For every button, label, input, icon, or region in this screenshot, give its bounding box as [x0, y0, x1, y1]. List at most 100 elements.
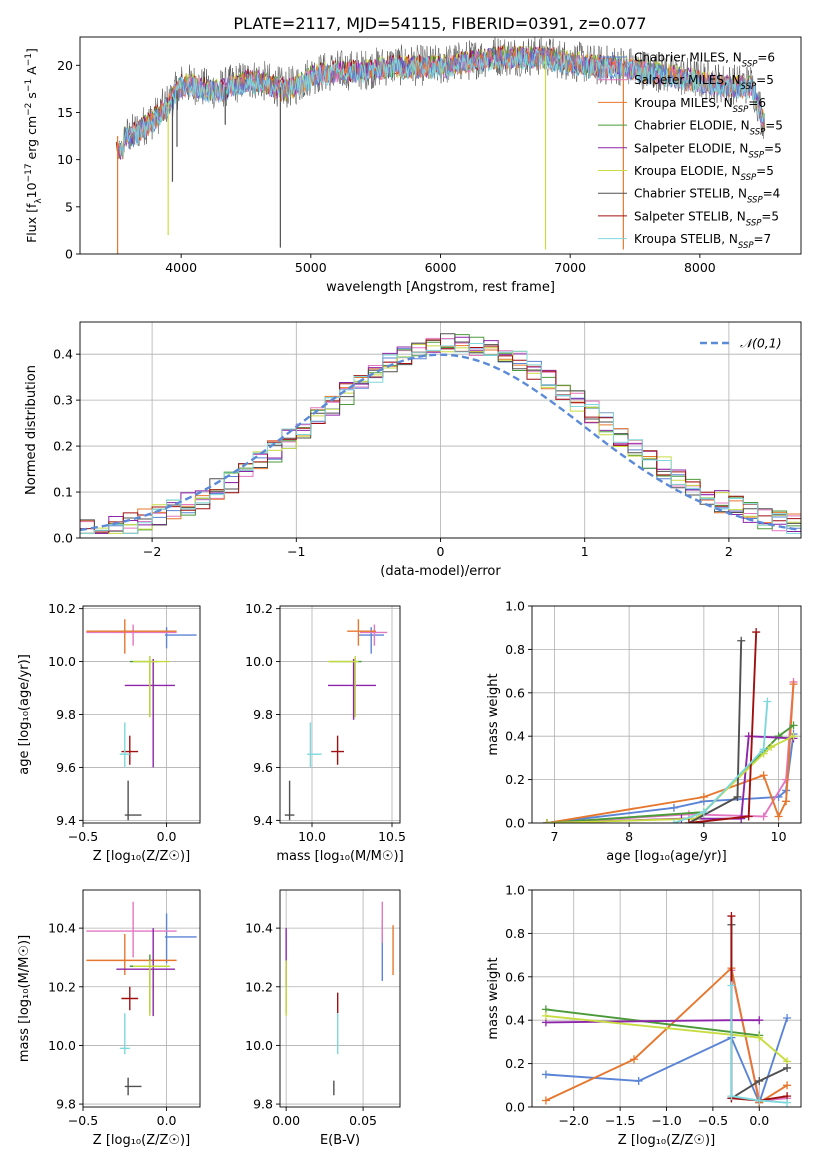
y-tick-label: 0.2: [53, 439, 73, 454]
weight-point-kroupa_stelib: [727, 981, 736, 990]
weight-point-kroupa_miles: [783, 1081, 792, 1090]
weight-point-kroupa_stelib: [699, 808, 708, 817]
x-tick-label: 9: [700, 829, 708, 844]
weight-point-kroupa_stelib: [755, 1096, 764, 1105]
weight-point-salpeter_stelib: [684, 819, 693, 823]
legend-label-part: Salpeter MILES, N: [634, 73, 741, 87]
y-axis-label-part: 10: [24, 182, 39, 198]
y-axis-label: Flux [fλ10−17 erg cm−2 s−1 A−1]: [24, 48, 44, 243]
age_vs_mass-panel: 10.0 10.5 9.4 9.6 9.8 10.0 10.2 mass [log₁₀(M/M…: [245, 601, 406, 864]
histogram-kroupa_stelib: [80, 343, 801, 534]
y-tick-label: 5: [65, 199, 73, 214]
x-tick-label: 7: [550, 829, 558, 844]
y-tick-label: 10.0: [245, 1038, 273, 1053]
x-tick-label: 10: [771, 829, 787, 844]
y-tick-label: 0.8: [505, 642, 525, 657]
x-tick-label: 2: [725, 544, 733, 559]
legend-label-sub: SSP: [742, 60, 758, 70]
x-axis-label: Z [log₁₀(Z/Z☉)]: [618, 1133, 715, 1148]
y-axis-label: age [log₁₀(age/yr)]: [17, 654, 32, 775]
weight-point-kroupa_miles: [630, 1055, 639, 1064]
weight-point-chabrier_elodie: [789, 721, 798, 730]
legend-label: Chabrier MILES, NSSP=6: [634, 51, 775, 70]
x-tick-label: 0: [437, 544, 445, 559]
weight-line-kroupa_stelib: [673, 701, 769, 823]
y-tick-label: 10: [57, 152, 73, 167]
legend-label-part: =6: [757, 51, 775, 65]
axes-frame: [82, 889, 201, 1108]
legend-label-part: =5: [764, 141, 782, 155]
y-tick-label: 0.6: [505, 969, 525, 984]
y-tick-label: 9.8: [56, 1097, 76, 1112]
y-tick-label: 10.4: [48, 921, 76, 936]
y-tick-label: 10.0: [48, 1038, 76, 1053]
legend-label-sub: SSP: [741, 82, 757, 92]
x-tick-label: −1: [287, 544, 305, 559]
weight-point-kroupa_elodie: [767, 743, 776, 752]
weight-point-salpeter_stelib: [727, 912, 736, 921]
y-tick-label: 0.4: [505, 729, 525, 744]
x-tick-label: 0.0: [157, 829, 177, 844]
legend-label-part: Salpeter ELODIE, N: [634, 141, 748, 155]
legend-label-part: Chabrier MILES, N: [634, 51, 742, 65]
y-tick-label: 10.0: [48, 654, 76, 669]
y-tick-label: 0.8: [505, 926, 525, 941]
x-axis-label: E(B-V): [320, 1133, 360, 1148]
legend-label-part: Kroupa ELODIE, N: [634, 164, 741, 178]
legend-label-gaussian: 𝒩(0,1): [740, 336, 782, 351]
x-tick-label: 10.0: [298, 829, 326, 844]
x-tick-label: −0.5: [698, 1113, 728, 1128]
x-axis-label: (data-model)/error: [380, 564, 501, 579]
weight-point-chabrier_stelib: [737, 636, 746, 645]
weight-point-kroupa_stelib: [669, 819, 678, 823]
mass_weight_vs_age-panel: 7 8 9 10 0.0 0.2 0.4 0.6 0.8 1.0 age [log₁₀(age/yr…: [486, 599, 802, 864]
weight-point-chabrier_stelib: [733, 792, 742, 801]
legend-label-part: Kroupa MILES, N: [634, 96, 733, 110]
age_vs_mass-plot-area: [284, 619, 388, 821]
legend-label-part: =5: [765, 119, 783, 133]
legend-label-part: =5: [756, 73, 774, 87]
x-tick-label: 8: [625, 829, 633, 844]
y-axis-label: mass [log₁₀(M/M☉)]: [17, 935, 32, 1062]
weight-point-chabrier_elodie: [774, 732, 783, 741]
y-tick-label: 10.2: [48, 979, 76, 994]
weight-point-salpeter_miles: [782, 775, 791, 784]
mass_weight_vs_age-plot-area: [542, 628, 798, 823]
y-tick-label: 10.2: [48, 601, 76, 616]
age_vs_Z-plot-area: [86, 619, 197, 821]
x-tick-label: 0.0: [749, 1113, 769, 1128]
weight-point-salpeter_elodie: [755, 1016, 764, 1025]
x-tick-label: −0.5: [68, 829, 98, 844]
legend-label-part: =7: [754, 232, 772, 246]
x-tick-label: 6000: [425, 260, 457, 275]
x-tick-label: 10.5: [378, 829, 406, 844]
y-axis-label-part: −1: [24, 79, 34, 92]
spectrum-series-kroupa_stelib: [118, 48, 765, 159]
y-axis-label-part: s: [24, 92, 39, 103]
axes-frame: [279, 889, 401, 1108]
weight-line-chabrier_stelib: [688, 640, 743, 823]
legend-label-sub: SSP: [747, 196, 763, 206]
x-tick-label: 7000: [554, 260, 586, 275]
x-axis-label: mass [log₁₀(M/M☉)]: [276, 849, 403, 864]
weight-point-kroupa_stelib: [783, 1098, 792, 1107]
legend-label-part: =5: [761, 209, 779, 223]
mass_vs_Z-plot-area: [86, 901, 197, 1096]
weight-point-salpeter_stelib: [744, 812, 753, 821]
legend-marker: [607, 52, 618, 62]
x-axis-label: wavelength [Angstrom, rest frame]: [326, 280, 555, 295]
mass_vs_ebv-plot-area: [285, 901, 394, 1096]
weight-point-kroupa_miles: [774, 812, 783, 821]
legend-label-part: Kroupa STELIB, N: [634, 232, 738, 246]
weight-point-chabrier_miles: [634, 1076, 643, 1085]
y-tick-label: 0.2: [505, 1056, 525, 1071]
y-axis-label-part: ]: [24, 48, 39, 53]
x-tick-label: −2.0: [559, 1113, 589, 1128]
legend-label-part: Chabrier ELODIE, N: [634, 119, 750, 133]
weight-point-salpeter_miles: [759, 812, 768, 821]
legend-label-sub: SSP: [738, 241, 754, 251]
legend-label: Kroupa ELODIE, NSSP=5: [634, 164, 774, 183]
y-tick-label: 10.2: [245, 601, 273, 616]
x-tick-label: 1: [581, 544, 589, 559]
